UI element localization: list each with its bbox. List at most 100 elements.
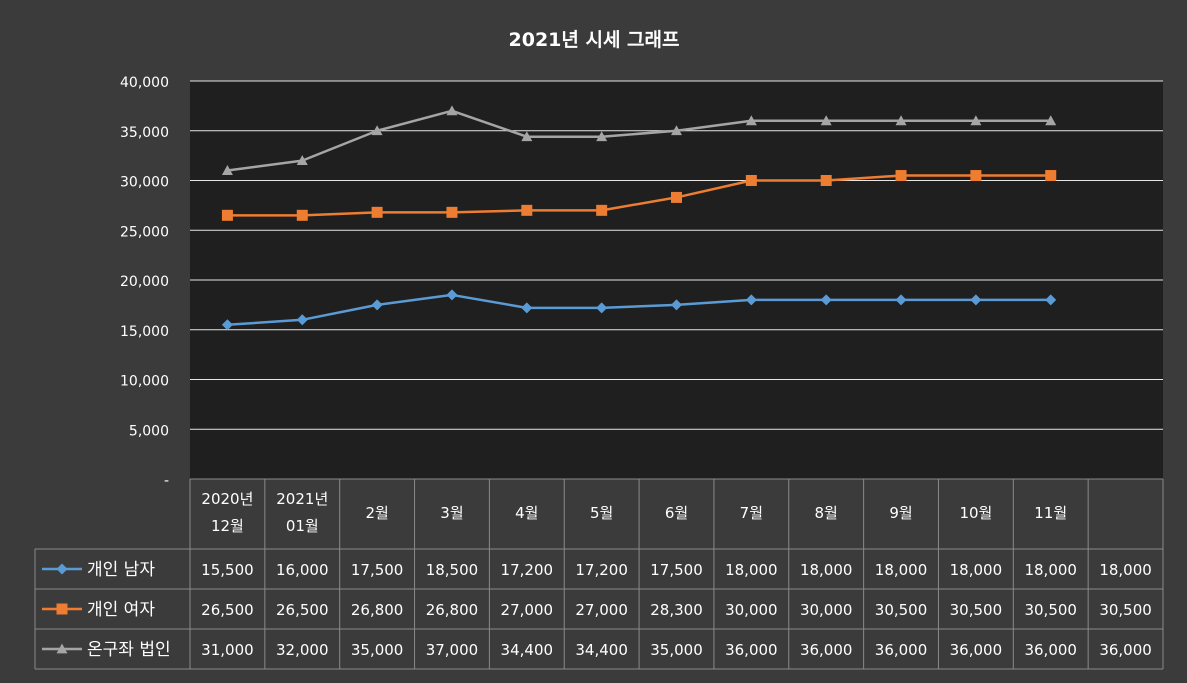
data-label: 27,000 (501, 601, 554, 619)
x-tick-label: 10월 (959, 504, 992, 522)
data-point-marker (671, 299, 682, 311)
data-label: 17,200 (501, 561, 554, 579)
data-label: 17,500 (351, 561, 404, 579)
chart-title: 2021년 시세 그래프 (509, 29, 680, 51)
data-label: 35,000 (650, 641, 703, 659)
data-point-marker (820, 294, 832, 306)
y-tick-label: 25,000 (120, 224, 169, 240)
y-tick-label: - (164, 473, 169, 489)
x-tick-label: 01월 (286, 517, 319, 535)
series-lines (221, 105, 1057, 331)
data-point-marker (371, 299, 383, 311)
data-point-marker (221, 165, 233, 175)
data-label: 26,500 (276, 601, 329, 619)
data-point-marker (745, 175, 757, 186)
x-tick-label: 5월 (590, 504, 613, 522)
data-point-marker (671, 125, 682, 136)
data-point-marker (296, 209, 308, 221)
data-label: 35,000 (351, 641, 404, 659)
x-tick-label: 12월 (211, 517, 244, 535)
data-point-marker (970, 294, 982, 306)
data-table: 2020년 12월 2021년 01월 2월 3월 4월 5월 6월 7월 8월 9월 10월 11월개인… (34, 478, 1164, 670)
data-label: 30,500 (1099, 601, 1152, 619)
data-point-marker (745, 115, 757, 126)
data-point-marker (521, 302, 533, 314)
data-label: 34,400 (575, 641, 628, 659)
data-point-marker (1045, 170, 1057, 182)
data-point-marker (1045, 294, 1057, 306)
legend-label: 개인 여자 (87, 600, 155, 620)
data-label: 18,500 (426, 561, 479, 579)
data-point-marker (296, 155, 308, 165)
data-point-marker (521, 131, 533, 142)
data-label: 17,500 (650, 561, 703, 579)
data-label: 18,000 (875, 561, 928, 579)
data-label: 36,000 (800, 641, 853, 659)
data-label: 36,000 (950, 641, 1003, 659)
data-label: 26,800 (426, 601, 479, 619)
y-axis: - 5,000 10,000 15,000 20,000 25,000 30,000 35,0… (120, 75, 169, 489)
x-tick-label: 2020년 (201, 490, 253, 508)
data-label: 26,800 (351, 601, 404, 619)
x-tick-label: 2021년 (276, 490, 328, 508)
data-label: 30,000 (725, 601, 778, 619)
data-label: 36,000 (1024, 641, 1077, 659)
legend-label: 온구좌 법인 (87, 640, 171, 660)
data-point-marker (296, 314, 308, 326)
data-label: 30,500 (1024, 601, 1077, 619)
x-tick-label: 9월 (889, 504, 912, 522)
y-tick-label: 40,000 (120, 75, 169, 91)
legend-key-marker (56, 603, 68, 615)
data-point-marker (895, 115, 907, 126)
x-tick-label: 7월 (740, 504, 763, 522)
data-label: 18,000 (1024, 561, 1077, 579)
data-label: 27,000 (575, 601, 628, 619)
data-label: 15,500 (201, 561, 254, 579)
data-point-marker (446, 105, 458, 116)
data-point-marker (820, 115, 832, 126)
data-label: 26,500 (201, 601, 254, 619)
y-tick-label: 35,000 (120, 125, 169, 141)
y-tick-label: 10,000 (120, 374, 169, 390)
x-tick-label: 2월 (365, 504, 388, 522)
x-tick-label: 11월 (1034, 504, 1067, 522)
data-label: 18,000 (800, 561, 853, 579)
x-tick-label: 4월 (515, 504, 538, 522)
data-point-marker (446, 289, 458, 301)
data-label: 37,000 (426, 641, 479, 659)
y-tick-label: 30,000 (120, 175, 169, 191)
data-label: 16,000 (276, 561, 329, 579)
data-point-marker (221, 209, 233, 221)
data-point-marker (521, 204, 533, 216)
data-point-marker (596, 131, 608, 142)
data-point-marker (596, 302, 608, 314)
data-point-marker (820, 175, 832, 186)
data-label: 17,200 (575, 561, 628, 579)
y-tick-label: 15,000 (120, 324, 169, 340)
x-tick-label: 6월 (665, 504, 688, 522)
data-label: 18,000 (950, 561, 1003, 579)
x-tick-label: 8월 (815, 504, 838, 522)
y-tick-label: 5,000 (129, 423, 169, 439)
data-point-marker (221, 319, 233, 331)
data-label: 18,000 (725, 561, 778, 579)
data-label: 36,000 (875, 641, 928, 659)
data-label: 32,000 (276, 641, 329, 659)
data-label: 28,300 (650, 601, 703, 619)
series-line (227, 174, 1051, 217)
data-label: 30,000 (800, 601, 853, 619)
legend-key-marker (56, 643, 68, 654)
data-label: 31,000 (201, 641, 254, 659)
series-line (227, 293, 1051, 327)
data-label: 36,000 (725, 641, 778, 659)
data-point-marker (671, 191, 682, 203)
data-point-marker (371, 206, 383, 218)
data-point-marker (970, 115, 982, 126)
data-point-marker (745, 294, 757, 306)
series-line (227, 109, 1051, 172)
data-point-marker (970, 170, 982, 182)
data-label: 34,400 (501, 641, 554, 659)
data-point-marker (596, 204, 608, 216)
